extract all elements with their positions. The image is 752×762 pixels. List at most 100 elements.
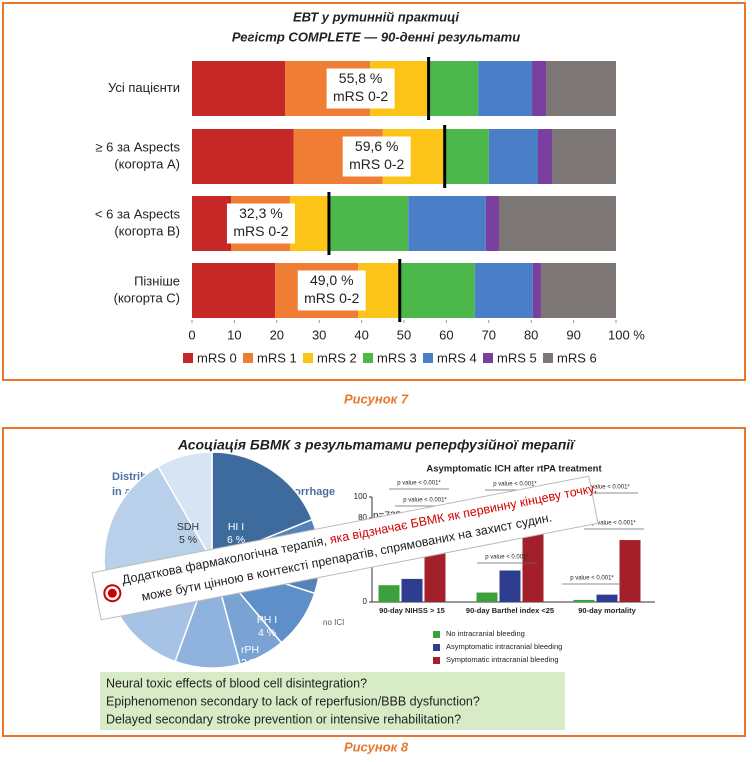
pie-slice xyxy=(211,451,314,562)
x-tick-label: 40 xyxy=(354,327,368,342)
significance-label: p value < 0.001* xyxy=(403,498,447,504)
legend-label: Asymptomatic intracranial bleeding xyxy=(446,642,562,651)
legend-swatch xyxy=(433,631,440,638)
bar xyxy=(619,540,641,602)
x-tick-label: 90-day Barthel index <25 xyxy=(466,606,554,615)
banner-box xyxy=(91,475,599,621)
bar-segment xyxy=(289,196,329,251)
category-label: < 6 за Aspects xyxy=(95,206,181,221)
bar-segment xyxy=(540,263,616,318)
legend-swatch xyxy=(303,353,313,363)
legend-label: mRS 1 xyxy=(257,350,297,365)
legend-swatch xyxy=(243,353,253,363)
x-tick-label: 30 xyxy=(312,327,326,342)
bar-segment xyxy=(474,263,533,318)
pie-label: 2 % xyxy=(241,657,259,669)
pie-label: 5 % xyxy=(179,534,197,546)
annotation: 32,3 % xyxy=(239,205,283,221)
bar-segment xyxy=(192,263,276,318)
bar-segment xyxy=(488,129,538,184)
bar-segment xyxy=(485,196,499,251)
bar-segment xyxy=(532,263,541,318)
question: Neural toxic effects of blood cell disin… xyxy=(106,676,367,690)
x-tick-label: 90-day mortality xyxy=(578,606,636,615)
pie-label: SDH xyxy=(177,521,199,533)
x-tick-label: 100 % xyxy=(608,327,645,342)
legend-swatch xyxy=(483,353,493,363)
question-box xyxy=(100,672,565,730)
annotation: mRS 0-2 xyxy=(349,156,404,172)
bar-segment xyxy=(478,61,533,116)
annotation: 59,6 % xyxy=(355,138,399,154)
annotation-box xyxy=(226,203,295,244)
legend-swatch xyxy=(433,644,440,651)
bar-segment xyxy=(444,129,489,184)
x-tick-label: 50 xyxy=(397,327,411,342)
pie-slice xyxy=(156,451,213,563)
bar-segment xyxy=(532,61,547,116)
bar-segment xyxy=(399,263,475,318)
legend-label: No intracranial bleeding xyxy=(446,629,525,638)
category-label: (когорта С) xyxy=(114,290,180,305)
category-label: (когорта А) xyxy=(114,156,180,171)
annotation: mRS 0-2 xyxy=(333,88,388,104)
x-tick-label: 90 xyxy=(566,327,580,342)
x-tick-label: 20 xyxy=(270,327,284,342)
legend-label: mRS 0 xyxy=(197,350,237,365)
bar xyxy=(378,585,400,602)
legend-label: mRS 2 xyxy=(317,350,357,365)
category-label: Пізніше xyxy=(134,273,180,288)
x-tick-label: 10 xyxy=(227,327,241,342)
pie-label: 4 % xyxy=(258,627,276,639)
significance-label: p value < 0.001* xyxy=(485,555,529,561)
annotation-box xyxy=(297,270,366,311)
figure7-frame xyxy=(2,2,746,381)
x-tick-label: 0 xyxy=(188,327,195,342)
legend-swatch xyxy=(363,353,373,363)
significance-label: p value < 0.001* xyxy=(586,485,630,491)
bar xyxy=(401,578,423,602)
bar xyxy=(499,570,521,602)
legend-swatch xyxy=(183,353,193,363)
legend-swatch xyxy=(543,353,553,363)
annotation-box xyxy=(326,68,395,109)
bar-segment xyxy=(408,196,486,251)
x-tick-label: 60 xyxy=(439,327,453,342)
annotation-box xyxy=(342,136,411,177)
bar-segment xyxy=(192,196,232,251)
pie-label: rPH xyxy=(241,644,259,656)
annotation: mRS 0-2 xyxy=(233,223,288,239)
y-tick-label: 0 xyxy=(363,597,368,606)
x-tick-label: 70 xyxy=(482,327,496,342)
chart: Усі пацієнти 55,8 % mRS 0-2 ≥ 6 за Aspects (… xyxy=(95,57,645,365)
legend-label: Symptomatic intracranial bleeding xyxy=(446,655,559,664)
legend-label: mRS 5 xyxy=(497,350,537,365)
question: Delayed secondary stroke prevention or i… xyxy=(106,712,461,726)
legend-label: mRS 3 xyxy=(377,350,417,365)
bar xyxy=(573,599,595,602)
y-tick-label: 100 xyxy=(354,492,368,501)
category-label: Усі пацієнти xyxy=(108,80,180,95)
pie-label: 6 % xyxy=(227,534,245,546)
category-label: ≥ 6 за Aspects xyxy=(95,139,180,154)
pie-label: PH I xyxy=(257,614,277,626)
legend-swatch xyxy=(433,657,440,664)
question: Epiphenomenon secondary to lack of reper… xyxy=(106,694,480,708)
bar xyxy=(596,594,618,602)
figure-title: Асоціація БВМК з результатами реперфузій… xyxy=(177,437,576,453)
chart-title: ЕВТ у рутинній практиці xyxy=(293,9,459,24)
bar-segment xyxy=(552,129,616,184)
x-tick-label: 90-day NIHSS > 15 xyxy=(379,606,445,615)
significance-label: p value < 0.001* xyxy=(570,576,614,582)
annotation: 49,0 % xyxy=(310,272,354,288)
bar-segment xyxy=(192,61,286,116)
chart-title: Asymptomatic ICH after rtPA treatment xyxy=(426,464,602,475)
x-tick-label: 80 xyxy=(524,327,538,342)
significance-label: p value < 0.001* xyxy=(592,521,636,527)
caption: Рисунок 7 xyxy=(344,391,409,406)
caption: Рисунок 8 xyxy=(344,739,409,754)
bar xyxy=(476,592,498,602)
annotation: 55,8 % xyxy=(339,70,383,86)
bar-segment xyxy=(546,61,616,116)
annotation: no ICI xyxy=(323,618,344,627)
